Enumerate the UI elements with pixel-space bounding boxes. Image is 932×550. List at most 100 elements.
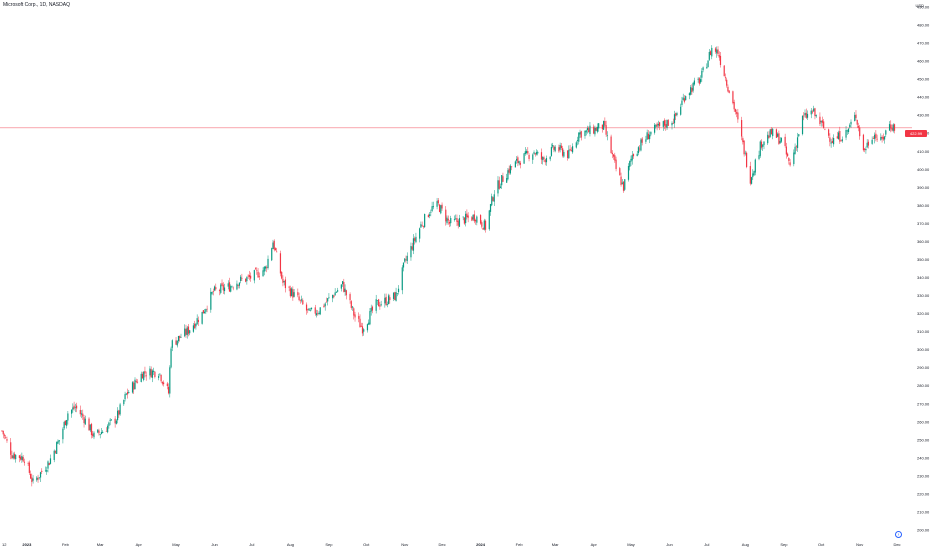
candle-body <box>340 284 342 289</box>
candle-body <box>760 141 763 148</box>
candle-body <box>801 115 804 135</box>
candle-body <box>125 393 127 395</box>
candle-body <box>345 290 347 296</box>
candle-body <box>83 417 85 424</box>
candle-body <box>245 278 247 282</box>
candle-body <box>563 151 565 157</box>
candle-body <box>657 123 659 126</box>
candle-body <box>481 222 483 227</box>
candle-body <box>376 300 379 301</box>
candle-body <box>328 297 330 298</box>
candle-body <box>542 156 544 161</box>
candle-body <box>212 291 214 292</box>
candle-body <box>247 275 249 277</box>
candle-body <box>386 303 388 305</box>
candle-body <box>641 138 643 143</box>
candle-body <box>276 251 278 253</box>
candle-body <box>108 422 110 426</box>
symbol-title[interactable]: Microsoft Corp., 1D, NASDAQ <box>3 2 70 8</box>
y-tick-label: 370.00 <box>917 221 930 226</box>
candle-body <box>402 262 405 268</box>
candle-body <box>706 67 708 69</box>
candle-body <box>197 319 200 323</box>
candle-body <box>184 328 186 337</box>
candle-body <box>584 130 586 137</box>
candle-body <box>267 258 269 269</box>
candle-body <box>131 382 134 393</box>
candle-body <box>831 140 833 144</box>
candle-body <box>663 120 666 126</box>
candle-body <box>888 124 891 131</box>
candle-body <box>750 177 753 184</box>
candle-body <box>524 151 526 154</box>
candle-body <box>38 477 40 478</box>
candle-body <box>369 311 371 325</box>
candle-body <box>482 227 484 230</box>
candle-body <box>180 337 182 338</box>
candle-body <box>727 86 729 92</box>
y-tick-label: 280.00 <box>917 383 930 388</box>
y-tick-label: 240.00 <box>917 455 930 460</box>
candle-body <box>532 154 534 160</box>
candle-body <box>502 176 504 182</box>
candle-body <box>246 277 248 282</box>
candle-body <box>162 382 165 385</box>
candle-body <box>543 157 545 160</box>
candle-body <box>421 225 423 226</box>
candle-body <box>58 440 60 442</box>
candle-body <box>273 240 275 250</box>
candle-body <box>420 224 422 228</box>
candle-body <box>213 286 216 291</box>
candle-body <box>39 472 42 478</box>
candle-body <box>754 159 756 173</box>
candle-body <box>350 301 352 308</box>
candle-body <box>349 294 351 301</box>
candle-body <box>637 147 640 154</box>
candle-body <box>749 166 751 184</box>
candle-body <box>171 340 173 348</box>
candle-body <box>57 441 59 444</box>
candle-body <box>82 413 84 417</box>
candle-body <box>144 371 146 374</box>
candle-body <box>649 134 651 140</box>
candle-body <box>759 141 761 156</box>
candle-body <box>596 126 599 132</box>
candle-body <box>160 374 162 382</box>
candle-body <box>123 399 125 405</box>
candle-body <box>815 115 817 117</box>
candle-body <box>639 148 641 150</box>
candle-body <box>675 113 677 116</box>
candle-body <box>145 375 147 377</box>
candle-body <box>341 281 344 285</box>
candle-body <box>823 121 825 128</box>
y-tick-label: 350.00 <box>917 257 930 262</box>
candle-body <box>307 308 309 310</box>
candle-body <box>611 152 613 155</box>
candle-body <box>92 433 94 437</box>
candle-body <box>499 186 502 188</box>
candle-body <box>463 217 466 224</box>
candle-body <box>636 153 638 157</box>
candle-body <box>724 77 727 79</box>
candle-body <box>49 458 52 464</box>
candle-body <box>453 218 456 220</box>
candle-body <box>47 461 49 469</box>
candle-body <box>298 296 300 301</box>
x-tick-label: Mar <box>97 542 105 547</box>
candle-body <box>588 128 590 133</box>
candle-body <box>568 149 570 159</box>
candle-body <box>787 153 789 157</box>
candle-body <box>309 309 311 311</box>
candle-body <box>880 137 882 140</box>
candle-body <box>456 218 458 222</box>
arrow-right-icon: › <box>897 532 900 538</box>
scroll-to-realtime-button[interactable]: › <box>895 531 902 538</box>
candle-body <box>883 136 886 140</box>
candle-body <box>511 166 513 168</box>
candle-body <box>13 453 16 459</box>
candle-body <box>109 419 111 421</box>
candle-body <box>254 268 257 270</box>
candle-body <box>666 119 668 129</box>
